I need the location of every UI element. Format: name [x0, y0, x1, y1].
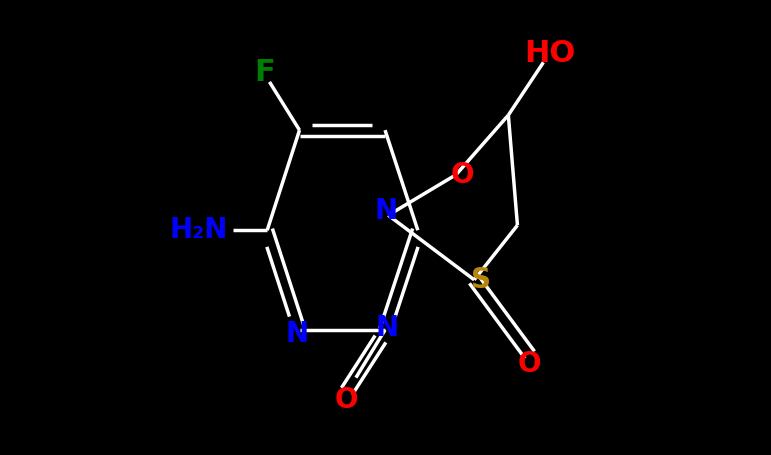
Text: O: O — [335, 386, 359, 415]
Text: N: N — [375, 313, 399, 342]
Text: HO: HO — [524, 39, 576, 68]
Text: N: N — [375, 197, 398, 225]
Text: O: O — [451, 161, 475, 189]
Text: N: N — [286, 320, 309, 349]
Text: F: F — [254, 58, 275, 87]
Text: S: S — [471, 266, 491, 294]
Text: H₂N: H₂N — [170, 216, 228, 244]
Text: O: O — [518, 350, 541, 378]
